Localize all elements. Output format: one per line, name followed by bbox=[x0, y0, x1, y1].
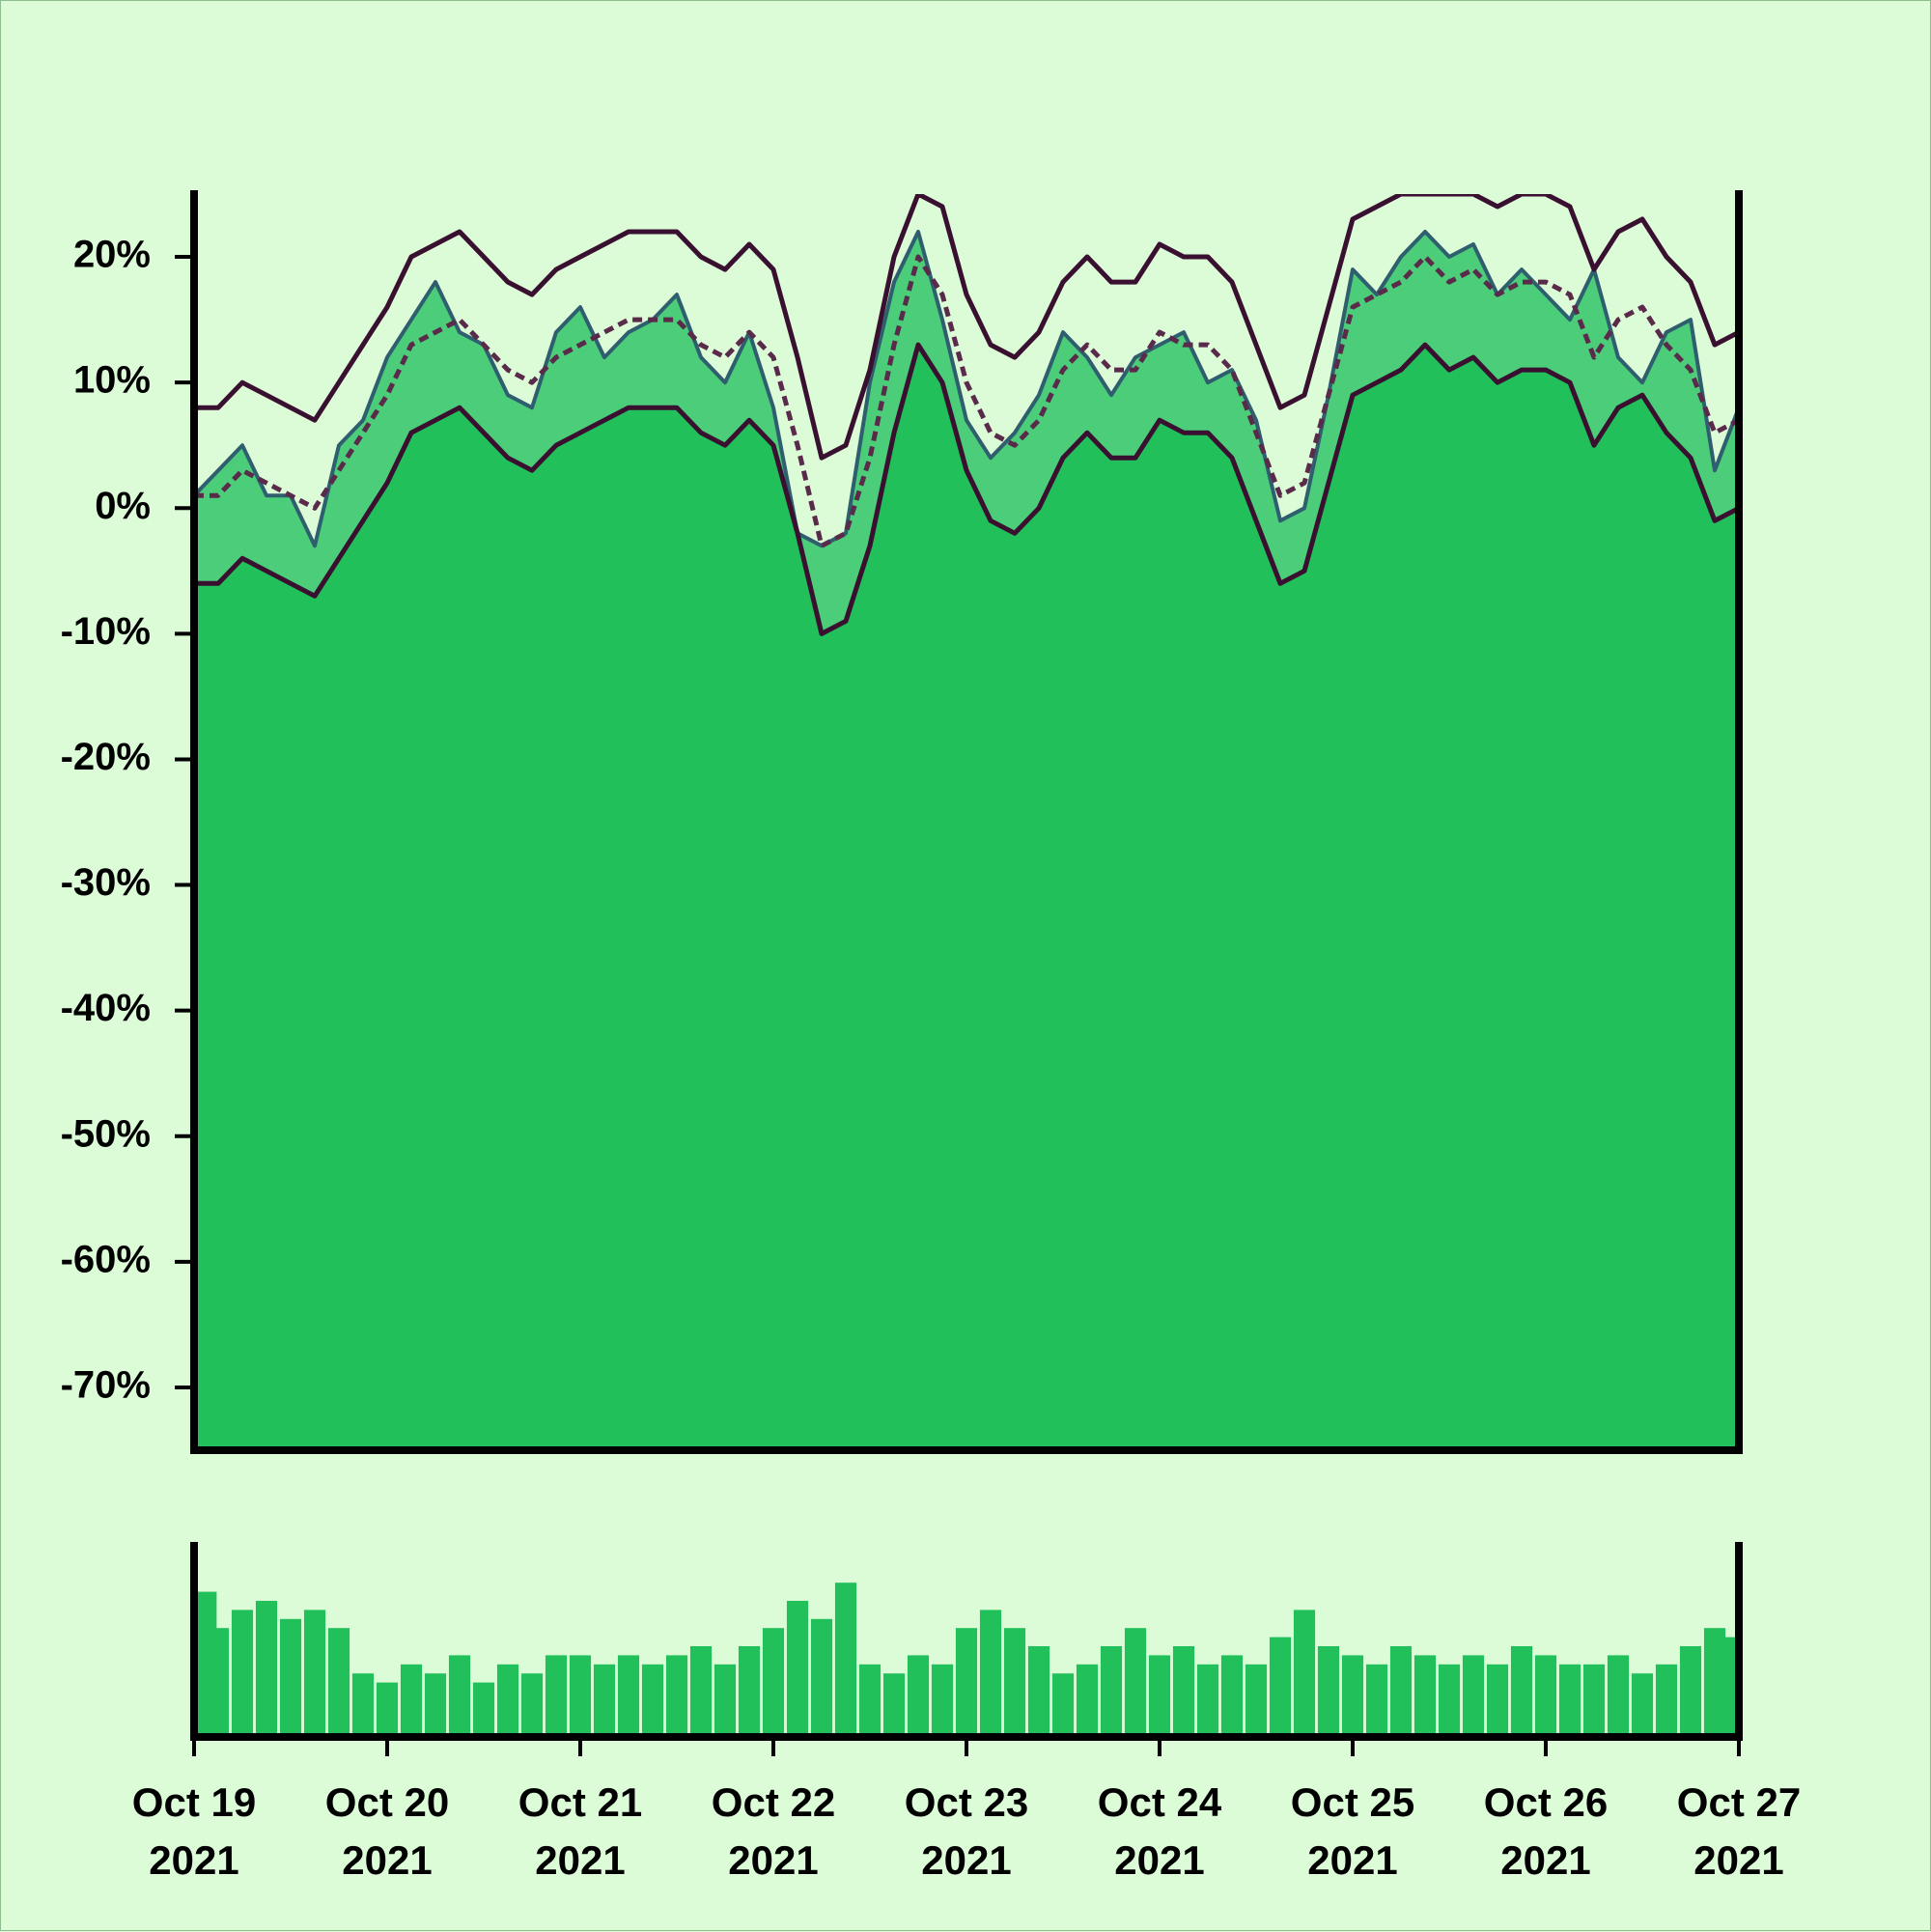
volume-bar bbox=[1172, 1646, 1195, 1737]
volume-bar bbox=[1196, 1664, 1219, 1737]
y-tick-label: 20% bbox=[73, 234, 151, 276]
volume-bar bbox=[303, 1610, 326, 1737]
volume-bar bbox=[1124, 1628, 1147, 1737]
volume-bar bbox=[907, 1655, 930, 1737]
volume-bar bbox=[1558, 1664, 1581, 1737]
volume-bar bbox=[665, 1655, 688, 1737]
y-tick-label: 10% bbox=[73, 359, 151, 402]
volume-bar bbox=[327, 1628, 350, 1737]
volume-bar bbox=[231, 1610, 254, 1737]
volume-bar bbox=[1510, 1646, 1533, 1737]
x-tick-label: Oct 27 2021 bbox=[1676, 1779, 1802, 1883]
volume-bar bbox=[1100, 1646, 1123, 1737]
volume-bar bbox=[1462, 1655, 1485, 1737]
volume-bar bbox=[1365, 1664, 1388, 1737]
area-fill bbox=[194, 345, 1739, 1450]
volume-bar bbox=[1631, 1673, 1654, 1737]
volume-bar bbox=[593, 1664, 616, 1737]
y-tick-label: -30% bbox=[61, 861, 151, 904]
volume-bar bbox=[1293, 1610, 1316, 1737]
y-tick-label: -60% bbox=[61, 1238, 151, 1280]
volume-bar bbox=[810, 1618, 833, 1737]
volume-bar bbox=[834, 1582, 857, 1737]
x-tick-label: Oct 19 2021 bbox=[131, 1779, 257, 1883]
series-line bbox=[194, 254, 1739, 548]
volume-bar bbox=[882, 1673, 906, 1737]
y-tick-label: -10% bbox=[61, 610, 151, 653]
volume-bar bbox=[520, 1673, 544, 1737]
volume-bar bbox=[496, 1664, 519, 1737]
series-line bbox=[194, 342, 1739, 636]
volume-bar bbox=[1534, 1655, 1557, 1737]
x-tick-label: Oct 24 2021 bbox=[1097, 1779, 1222, 1883]
volume-bar bbox=[376, 1682, 399, 1737]
x-tick-label: Oct 23 2021 bbox=[904, 1779, 1029, 1883]
volume-bar bbox=[931, 1664, 954, 1737]
x-tick-label: Oct 25 2021 bbox=[1290, 1779, 1415, 1883]
series-line bbox=[194, 230, 1739, 548]
volume-bar bbox=[424, 1673, 447, 1737]
volume-bar bbox=[858, 1664, 882, 1737]
volume-bar bbox=[979, 1610, 1002, 1737]
volume-bar bbox=[1051, 1673, 1075, 1737]
volume-bar bbox=[545, 1655, 568, 1737]
y-tick-label: -40% bbox=[61, 987, 151, 1029]
series-line bbox=[194, 194, 1739, 461]
volume-bar bbox=[1413, 1655, 1437, 1737]
volume-bar bbox=[762, 1628, 785, 1737]
x-tick-label: Oct 21 2021 bbox=[518, 1779, 643, 1883]
volume-bar bbox=[1148, 1655, 1171, 1737]
volume-bar bbox=[1341, 1655, 1364, 1737]
volume-bar bbox=[207, 1628, 230, 1737]
volume-bar bbox=[1582, 1664, 1606, 1737]
axes: -70% -60% -50% -40% -30% -20% -10% 0% 10% 20% bbox=[61, 190, 1743, 1756]
volume-bar bbox=[617, 1655, 640, 1737]
volume-bar bbox=[569, 1655, 592, 1737]
volume-bar bbox=[786, 1601, 809, 1737]
volume-bar bbox=[1486, 1664, 1509, 1737]
x-tick-label: Oct 26 2021 bbox=[1483, 1779, 1609, 1883]
x-tick-label: Oct 22 2021 bbox=[711, 1779, 836, 1883]
volume-bar bbox=[1389, 1646, 1413, 1737]
volume-bar bbox=[1245, 1664, 1268, 1737]
volume-bar bbox=[1220, 1655, 1244, 1737]
y-tick-label: 0% bbox=[95, 485, 151, 527]
volume-bar bbox=[1679, 1646, 1702, 1737]
volume-bar bbox=[279, 1618, 302, 1737]
volume-bar bbox=[1317, 1646, 1340, 1737]
y-tick-label: -70% bbox=[61, 1364, 151, 1407]
volume-bar bbox=[351, 1673, 375, 1737]
volume-bar bbox=[641, 1664, 664, 1737]
volume-bar bbox=[1438, 1664, 1461, 1737]
volume-bar bbox=[1269, 1637, 1292, 1737]
y-tick-label: -20% bbox=[61, 736, 151, 778]
plot-area bbox=[194, 194, 1739, 1450]
volume-bar bbox=[448, 1655, 471, 1737]
volume-bar bbox=[955, 1628, 978, 1737]
volume-bar bbox=[400, 1664, 423, 1737]
y-tick-label: -50% bbox=[61, 1112, 151, 1155]
volume-bar bbox=[1607, 1655, 1630, 1737]
volume-bar bbox=[1655, 1664, 1678, 1737]
volume-bar bbox=[714, 1664, 737, 1737]
volume-area bbox=[195, 1582, 1738, 1737]
volume-bar bbox=[1716, 1637, 1738, 1737]
volume-bar bbox=[689, 1646, 713, 1737]
volume-bar bbox=[472, 1682, 495, 1737]
volume-bar bbox=[255, 1601, 278, 1737]
volume-bar bbox=[1076, 1664, 1099, 1737]
x-tick-label: Oct 20 2021 bbox=[324, 1779, 450, 1883]
volume-bar bbox=[1003, 1628, 1026, 1737]
volume-bar bbox=[1027, 1646, 1050, 1737]
volume-bar bbox=[738, 1646, 761, 1737]
